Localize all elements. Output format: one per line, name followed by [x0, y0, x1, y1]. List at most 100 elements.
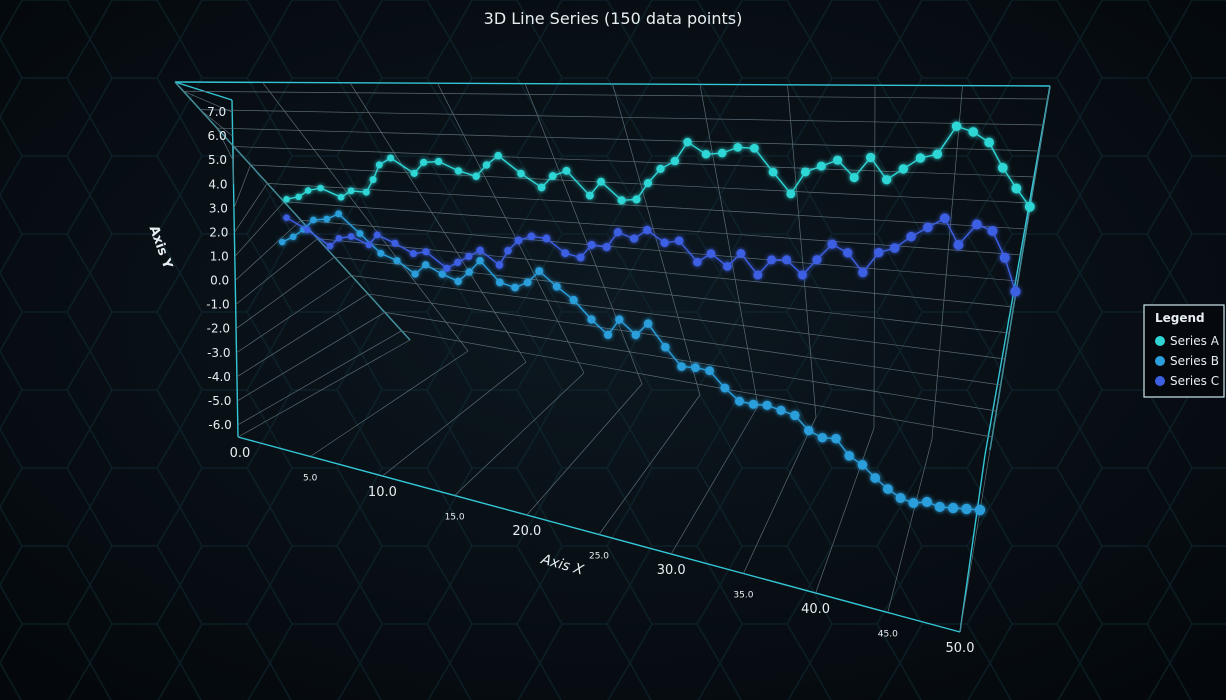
data-point: [1010, 286, 1021, 297]
data-point: [717, 148, 727, 158]
grid-line: [174, 81, 411, 341]
data-point: [915, 153, 926, 163]
grid-line: [612, 83, 701, 396]
data-point: [542, 234, 551, 243]
x-tick-label: 5.0: [303, 474, 318, 484]
grid-line: [382, 361, 527, 477]
data-point: [304, 226, 311, 234]
data-point: [786, 189, 796, 199]
data-point: [782, 255, 792, 265]
y-tick-label: -5.0: [208, 394, 231, 408]
data-point: [465, 252, 473, 261]
y-tick-label: 5.0: [208, 153, 227, 167]
data-point: [968, 127, 979, 137]
data-point: [504, 246, 512, 255]
data-point: [660, 238, 669, 248]
data-point: [472, 172, 480, 180]
data-point: [1011, 183, 1022, 194]
data-point: [767, 255, 777, 265]
data-point: [369, 176, 377, 184]
data-point: [768, 167, 778, 177]
data-point: [661, 342, 670, 352]
grid-line: [199, 109, 233, 137]
data-point: [999, 252, 1010, 263]
data-point: [283, 195, 290, 203]
legend-marker: [1155, 356, 1165, 366]
y-tick-label: -2.0: [207, 322, 230, 336]
grid-line: [815, 427, 875, 594]
data-point: [790, 410, 800, 421]
data-point: [804, 425, 814, 436]
data-point: [411, 270, 419, 278]
data-point: [844, 451, 855, 461]
data-point: [833, 155, 843, 165]
data-point: [476, 246, 484, 255]
data-point: [561, 249, 570, 258]
grid-line: [216, 127, 234, 161]
data-point: [476, 256, 484, 265]
data-point: [932, 149, 943, 159]
data-point: [310, 216, 317, 224]
x-tick-label: 45.0: [878, 630, 898, 640]
data-point: [585, 191, 594, 200]
data-point: [482, 161, 491, 169]
data-point: [677, 362, 686, 371]
data-point: [365, 241, 373, 249]
data-point: [323, 215, 331, 223]
x-tick-label: 40.0: [801, 602, 830, 617]
data-point: [951, 121, 962, 131]
grid-line: [454, 372, 585, 496]
data-point: [410, 169, 418, 177]
grid-line: [237, 339, 411, 438]
data-point: [535, 267, 544, 276]
data-point: [997, 162, 1008, 173]
x-tick-label: 10.0: [368, 485, 397, 500]
data-point: [517, 169, 525, 178]
data-point: [961, 503, 972, 515]
grid-line: [310, 350, 469, 457]
data-point: [420, 158, 428, 167]
series: [278, 210, 986, 516]
grid-line: [234, 219, 302, 281]
y-tick-label: -1.0: [206, 298, 229, 312]
data-point: [387, 154, 395, 162]
grid-line: [670, 405, 759, 555]
y-tick-label: -6.0: [208, 418, 231, 432]
data-point: [683, 137, 692, 147]
y-tick-label: -4.0: [208, 370, 231, 384]
data-point: [643, 319, 653, 328]
data-point: [857, 460, 868, 470]
data-point: [816, 161, 826, 171]
data-point: [895, 493, 906, 503]
data-point: [631, 330, 640, 340]
x-tick-label: 0.0: [230, 446, 251, 461]
grid-line: [236, 275, 352, 354]
data-point: [882, 484, 893, 494]
data-point: [523, 278, 532, 287]
grid-line: [237, 312, 386, 402]
data-point: [587, 240, 596, 249]
grid-line: [234, 183, 268, 233]
data-point: [831, 433, 841, 444]
data-point: [602, 243, 611, 252]
data-point: [465, 268, 473, 276]
data-point: [347, 233, 355, 240]
data-point: [587, 315, 596, 324]
data-point: [373, 231, 381, 239]
data-point: [514, 236, 523, 245]
data-point: [898, 164, 908, 174]
data-point: [511, 283, 519, 292]
data-point: [948, 502, 959, 514]
legend-marker: [1155, 336, 1165, 346]
data-point: [422, 248, 430, 256]
data-point: [434, 157, 443, 166]
y-tick-label: 6.0: [208, 129, 227, 143]
data-point: [870, 473, 881, 483]
grid-line: [235, 238, 318, 305]
data-point: [849, 172, 859, 183]
data-point: [603, 330, 613, 340]
data-point: [454, 167, 463, 175]
data-point: [843, 248, 853, 258]
box-edge: [231, 99, 239, 438]
data-point: [701, 150, 711, 159]
